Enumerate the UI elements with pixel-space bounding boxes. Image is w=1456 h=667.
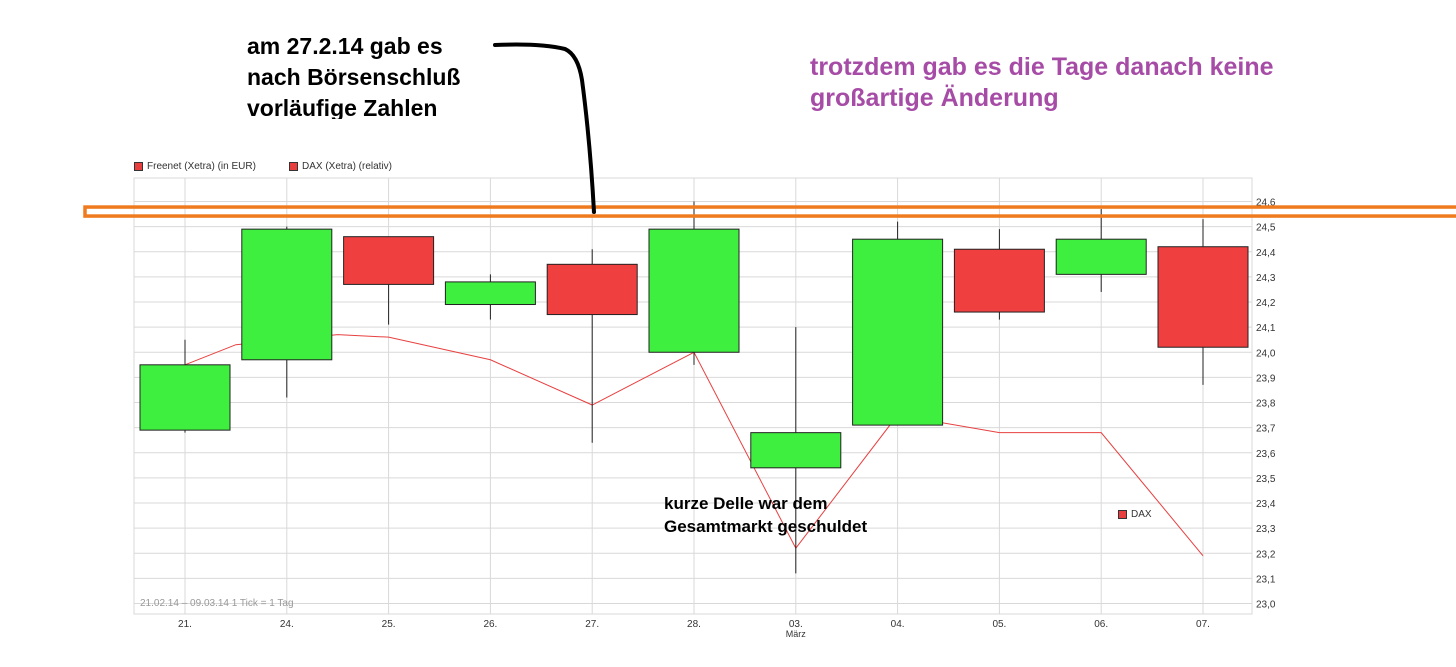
chart-frame xyxy=(133,177,1253,615)
candle xyxy=(648,201,740,365)
y-tick-label: 23,0 xyxy=(1256,600,1276,611)
candle xyxy=(852,221,944,426)
y-tick-label: 23,9 xyxy=(1256,373,1276,384)
y-tick-label: 24,2 xyxy=(1256,298,1276,309)
candle xyxy=(343,236,435,325)
candle-body xyxy=(444,281,536,306)
x-tick-label: 07. xyxy=(1196,619,1210,630)
candle-body xyxy=(648,228,740,353)
candle-body xyxy=(546,263,638,316)
annotation-no-change-line-2: großartige Änderung xyxy=(810,84,1059,112)
candle-body xyxy=(1157,246,1249,348)
y-tick-label: 23,1 xyxy=(1256,574,1276,585)
x-tick-label: 26. xyxy=(483,619,497,630)
legend-dax: DAX (Xetra) (relativ) xyxy=(289,161,392,172)
annotation-dip-note: kurze Delle war dem Gesamtmarkt geschuld… xyxy=(664,492,964,538)
legend-dax-label: DAX (Xetra) (relativ) xyxy=(302,161,393,172)
axis-labels-layer: 23,0 23,1 23,2 23,3 23,4 23,5 23,6 23,7 23,8 23,9… xyxy=(178,198,1276,640)
legend-freenet-label: Freenet (Xetra) (in EUR) xyxy=(147,161,256,172)
annotation-earnings-line-3: vorläufige Zahlen xyxy=(247,95,438,119)
annotation-earnings-line-2: nach Börsenschluß xyxy=(247,64,461,90)
annotation-arrow xyxy=(493,42,596,214)
annotation-overlay xyxy=(83,42,1456,218)
y-tick-label: 23,6 xyxy=(1256,449,1276,460)
candles-layer xyxy=(139,201,1249,574)
candle-body xyxy=(750,432,842,469)
x-tick-label: 25. xyxy=(382,619,396,630)
dax-series-text: DAX xyxy=(1131,509,1152,520)
candle xyxy=(1055,209,1147,292)
dax-series-swatch xyxy=(1118,510,1127,519)
legend-freenet: Freenet (Xetra) (in EUR) xyxy=(134,161,256,172)
annotation-no-change-line-1: trotzdem gab es die Tage danach keine xyxy=(810,53,1274,81)
y-tick-label: 24,0 xyxy=(1256,348,1276,359)
candle-body xyxy=(139,364,231,431)
candle xyxy=(1157,219,1249,385)
candle-body xyxy=(953,248,1045,313)
y-tick-label: 24,4 xyxy=(1256,248,1276,259)
y-tick-label: 23,4 xyxy=(1256,499,1276,510)
candle-body xyxy=(1055,238,1147,275)
dax-series-label: DAX xyxy=(1118,509,1152,520)
candle-body xyxy=(343,236,435,285)
candle xyxy=(546,249,638,443)
legend-dax-swatch xyxy=(289,162,298,171)
candle-body xyxy=(241,228,333,361)
x-tick-label: 04. xyxy=(891,619,905,630)
annotation-earnings-line-1: am 27.2.14 gab es xyxy=(247,33,443,59)
y-tick-label: 24,3 xyxy=(1256,273,1276,284)
candle-body xyxy=(852,238,944,426)
x-tick-label: 28. xyxy=(687,619,701,630)
y-tick-label: 23,2 xyxy=(1256,549,1276,560)
candle xyxy=(750,327,842,574)
plot-frame xyxy=(133,177,1253,615)
annotation-dip-line-1: kurze Delle war dem xyxy=(664,494,828,513)
annotation-earnings-note: am 27.2.14 gab es nach Börsenschluß vorl… xyxy=(247,31,517,119)
x-tick-label: 27. xyxy=(585,619,599,630)
y-tick-label: 23,8 xyxy=(1256,399,1276,410)
legend-freenet-swatch xyxy=(134,162,143,171)
x-tick-label: 21. xyxy=(178,619,192,630)
x-sublabel-month: März xyxy=(786,629,806,639)
y-tick-label: 23,5 xyxy=(1256,474,1276,485)
x-tick-label: 03. xyxy=(789,619,803,630)
candle xyxy=(953,229,1045,320)
x-tick-label: 24. xyxy=(280,619,294,630)
date-range-text: 21.02.14 – 09.03.14 1 Tick = 1 Tag xyxy=(140,598,294,609)
y-tick-label: 24,1 xyxy=(1256,323,1276,334)
y-tick-label: 24,5 xyxy=(1256,223,1276,234)
candle xyxy=(241,226,333,398)
x-tick-label: 05. xyxy=(992,619,1006,630)
annotation-no-change-note: trotzdem gab es die Tage danach keine gr… xyxy=(810,52,1370,114)
y-tick-label: 24,6 xyxy=(1256,198,1276,209)
annotation-dip-line-2: Gesamtmarkt geschuldet xyxy=(664,517,868,536)
y-tick-label: 23,7 xyxy=(1256,424,1276,435)
x-tick-label: 06. xyxy=(1094,619,1108,630)
y-tick-label: 23,3 xyxy=(1256,524,1276,535)
candle xyxy=(139,339,231,433)
candle xyxy=(444,274,536,320)
highlight-band xyxy=(83,205,1456,218)
